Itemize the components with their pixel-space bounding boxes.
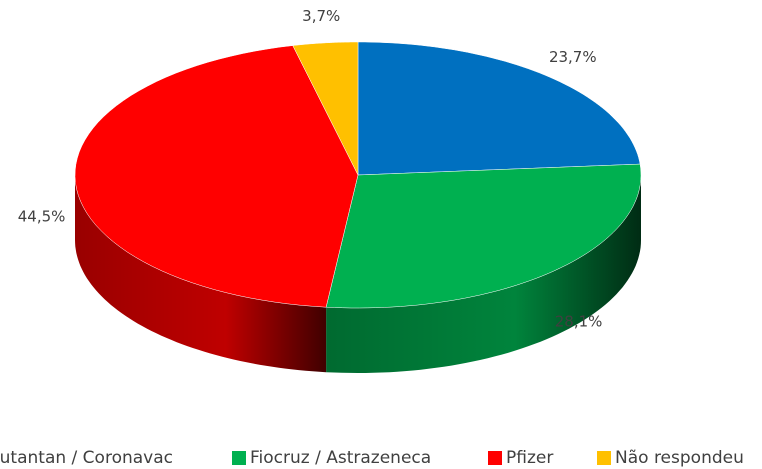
legend-swatch: [597, 451, 611, 465]
data-label: 28,1%: [555, 313, 603, 331]
legend-label: Butantan / Coronavac: [0, 448, 173, 468]
legend-label: Não respondeu: [615, 448, 744, 468]
slice: [292, 41, 359, 176]
slice-top: [292, 41, 359, 176]
slice: [74, 45, 359, 373]
legend-label: Fiocruz / Astrazeneca: [250, 448, 431, 468]
legend-swatch: [232, 451, 246, 465]
slice-side: [75, 175, 327, 373]
data-label: 44,5%: [18, 208, 66, 226]
slice: [357, 41, 641, 176]
data-label: 23,7%: [549, 48, 597, 66]
slice-top: [325, 163, 642, 309]
slice: [325, 163, 642, 373]
legend-label: Pfizer: [506, 448, 553, 468]
data-label: 3,7%: [302, 7, 340, 25]
slice-side: [326, 175, 641, 373]
legend-swatch: [488, 451, 502, 465]
slice-top: [357, 41, 641, 176]
slice-top: [74, 45, 359, 308]
